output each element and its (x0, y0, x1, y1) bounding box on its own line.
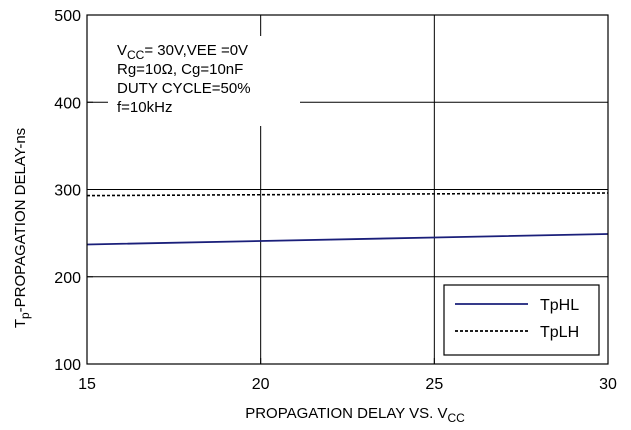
y-axis-label-post: -PROPAGATION DELAY-ns (12, 128, 29, 313)
condition-line: VCC= 30V,VEE =0V (117, 42, 248, 62)
condition-line: f=10kHz (117, 99, 172, 116)
series-line-tplh (86, 192, 609, 197)
plot-series (86, 192, 609, 246)
legend-box (443, 284, 600, 356)
condition-line: Rg=10Ω, Cg=10nF (117, 61, 243, 78)
y-tick-label: 500 (54, 8, 81, 25)
y-tick-label: 400 (54, 95, 81, 112)
plot-frame (86, 14, 609, 365)
condition-text-post: = 30V,VEE =0V (144, 42, 248, 59)
condition-text: DUTY CYCLE=50% (117, 80, 251, 97)
condition-text: V (117, 42, 127, 59)
x-tick-label: 15 (78, 376, 96, 393)
condition-line: DUTY CYCLE=50% (117, 80, 251, 97)
condition-subscript: CC (127, 48, 145, 62)
x-tick-label: 25 (425, 376, 443, 393)
x-axis-label-main: PROPAGATION DELAY VS. V (245, 405, 447, 422)
y-axis-label-pre: T (12, 319, 29, 328)
x-tick-label: 20 (252, 376, 270, 393)
y-axis-label-sub: p (18, 312, 32, 319)
x-axis-label-sub: CC (447, 411, 465, 425)
y-tick-label: 100 (54, 357, 81, 374)
legend-label-tplh: TpLH (540, 324, 579, 341)
legend-label-tphl: TpHL (540, 297, 579, 314)
condition-text: f=10kHz (117, 99, 172, 116)
condition-text: Rg=10Ω, Cg=10nF (117, 61, 243, 78)
x-tick-label: 30 (599, 376, 617, 393)
tick-labels: 15 20 25 30 100 200 300 400 500 (54, 8, 617, 393)
y-axis-label: Tp-PROPAGATION DELAY-ns (12, 128, 32, 328)
conditions-background (108, 36, 300, 126)
x-axis-label: PROPAGATION DELAY VS. VCC (245, 405, 465, 425)
series-line-tphl (86, 233, 609, 246)
y-tick-label: 200 (54, 270, 81, 287)
legend: TpHL TpLH (443, 284, 600, 356)
y-tick-label: 300 (54, 183, 81, 200)
